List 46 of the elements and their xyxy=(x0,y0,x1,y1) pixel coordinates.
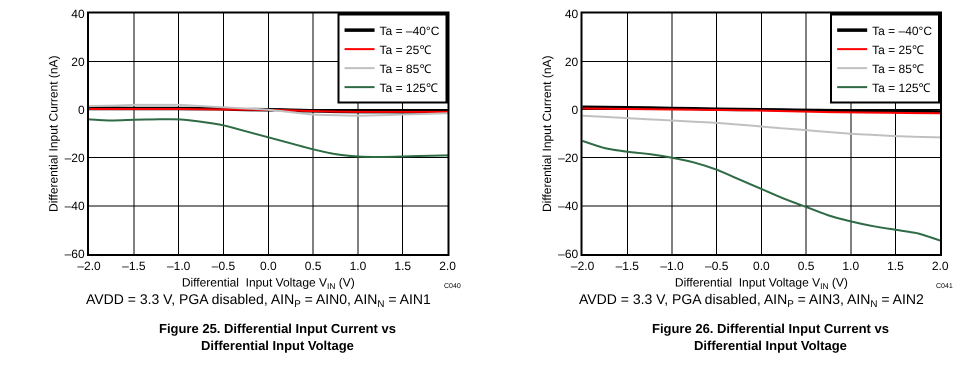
x-tick-label: 1.5 xyxy=(394,259,412,274)
y-tick-label: 0 xyxy=(78,102,85,117)
y-tick-label: –20 xyxy=(558,150,579,165)
x-tick-label: 1.5 xyxy=(887,259,904,274)
x-tick-label: 2.0 xyxy=(439,259,456,274)
x-tick-label: –2.0 xyxy=(77,259,102,274)
y-tick-label: –40 xyxy=(558,198,579,213)
x-axis-title: Differential Input Voltage V$_{IN}$ (V) xyxy=(674,276,848,292)
legend-label: Ta = 85℃ xyxy=(380,62,432,76)
legend-label: Ta = –40°C xyxy=(872,24,932,38)
y-tick-label: 20 xyxy=(71,54,85,69)
legend-label: Ta = 125℃ xyxy=(380,80,438,95)
x-tick-label: 0.0 xyxy=(260,259,277,274)
y-tick-label: –60 xyxy=(558,246,579,261)
x-tick-label: 0.5 xyxy=(304,259,322,274)
y-tick-label: 40 xyxy=(564,6,579,21)
text: Figure 26. Differential Input Current vs Differential Input Voltage xyxy=(652,321,889,353)
text: Figure 25. Differential Input Current vs Differential Input Voltage xyxy=(159,321,396,353)
x-tick-label: 1.0 xyxy=(350,259,367,274)
legend-label: Ta = –40°C xyxy=(380,24,440,38)
legend-label: Ta = 25℃ xyxy=(872,42,924,57)
y-tick-label: –40 xyxy=(64,198,85,213)
x-tick-label: –1.5 xyxy=(122,259,146,274)
legend-label: Ta = 125℃ xyxy=(872,80,931,95)
x-tick-label: 1.0 xyxy=(842,259,860,274)
x-tick-label: 0.0 xyxy=(753,259,770,274)
x-tick-label: –0.5 xyxy=(705,259,729,274)
x-tick-label: 0.5 xyxy=(798,259,815,274)
y-axis-title: Differential Input Current (nA) xyxy=(540,55,554,212)
x-axis-title: Differential Input Voltage V$_{IN}$ (V) xyxy=(182,276,355,292)
y-axis-title: Differential Input Current (nA) xyxy=(46,55,60,212)
x-tick-label: –1.0 xyxy=(166,259,191,274)
y-tick-label: –60 xyxy=(64,246,85,261)
text: AVDD = 3.3 V, PGA disabled, AIN$_{P}$ = AIN3, AIN$_{N}$ = AIN2 xyxy=(579,291,924,310)
x-tick-label: –2.0 xyxy=(570,259,595,274)
y-tick-label: 20 xyxy=(564,54,579,69)
x-tick-label: –1.5 xyxy=(616,259,640,274)
legend-label: Ta = 85℃ xyxy=(872,62,924,76)
x-tick-label: –1.0 xyxy=(660,259,684,274)
x-tick-label: 2.0 xyxy=(932,259,949,274)
y-tick-label: 40 xyxy=(71,6,85,21)
y-tick-label: –20 xyxy=(64,150,85,165)
text: AVDD = 3.3 V, PGA disabled, AIN$_{P}$ = AIN0, AIN$_{N}$ = AIN1 xyxy=(86,291,431,310)
y-tick-label: 0 xyxy=(572,102,579,117)
legend-label: Ta = 25℃ xyxy=(380,42,432,57)
x-tick-label: –0.5 xyxy=(212,259,236,274)
